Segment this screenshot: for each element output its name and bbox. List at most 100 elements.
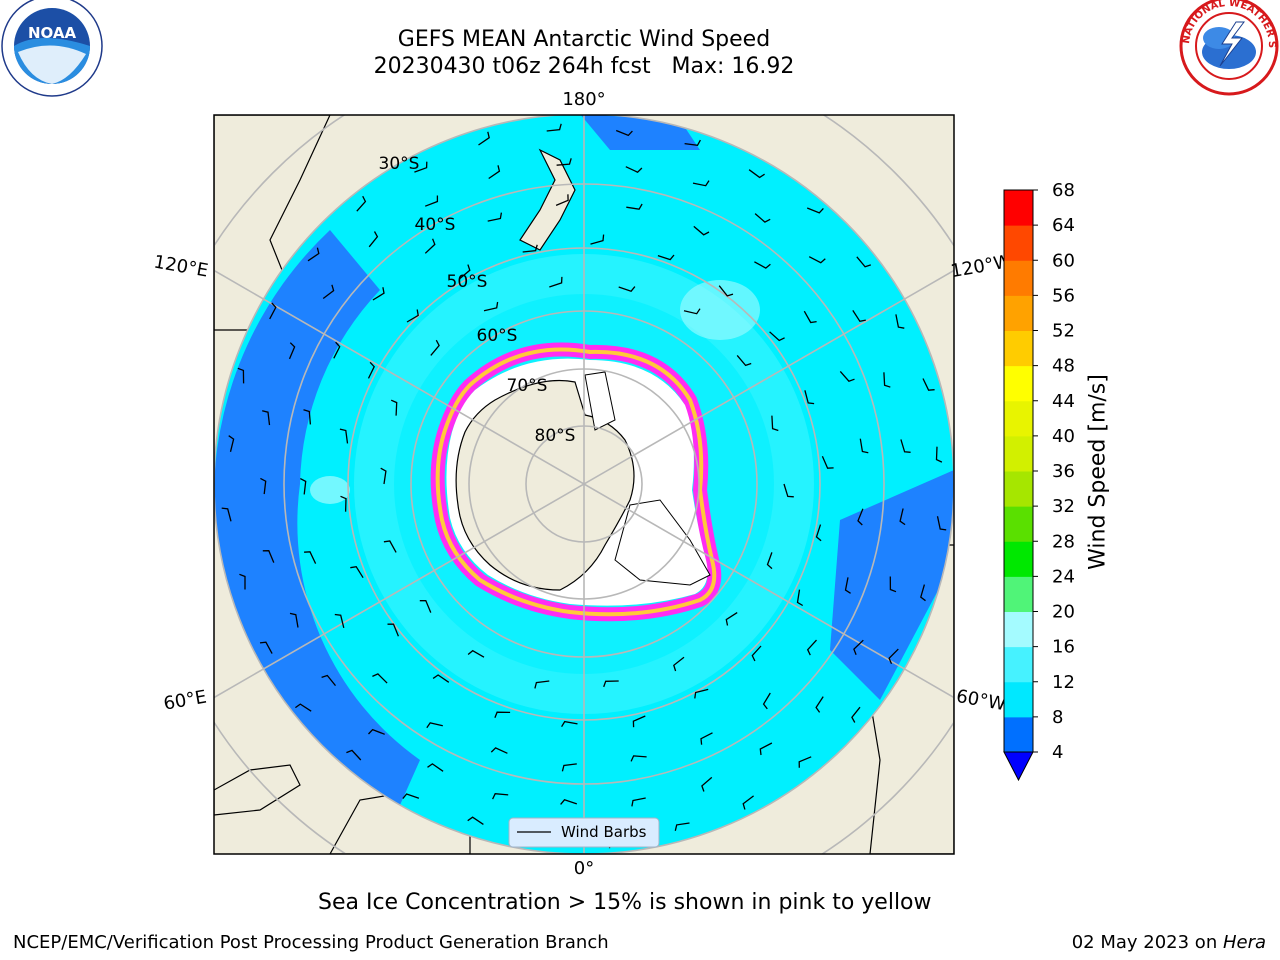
lat-label-80s: 80°S (535, 426, 576, 446)
wind-barb (625, 166, 643, 173)
wind-barb (694, 688, 709, 699)
wind-barb (368, 231, 379, 248)
wind-barb (632, 715, 646, 728)
wind-barb (262, 550, 275, 563)
lat-label-50s: 50°S (447, 272, 488, 292)
wind-barb (356, 195, 367, 212)
colorbar-tick-label: 40 (1052, 426, 1075, 447)
colorbar-tick-label: 48 (1052, 356, 1075, 377)
wind-barb (426, 722, 443, 729)
wind-barb (701, 776, 713, 792)
wind-barb (692, 180, 710, 187)
wind-barb (478, 131, 490, 146)
colorbar-tick-label: 16 (1052, 637, 1075, 658)
lat-label-40s: 40°S (415, 215, 456, 235)
wind-barb (769, 331, 785, 342)
wind-barb (673, 656, 685, 672)
wind-barb (815, 524, 822, 542)
wind-barb (603, 680, 619, 688)
lon-label-120e: 120°E (152, 251, 210, 281)
wind-barb (859, 438, 869, 454)
wind-barb (895, 314, 905, 329)
noaa-logo: NOAA (1, 0, 103, 97)
wind-barb (742, 795, 754, 810)
wind-barb (900, 439, 911, 453)
colorbar-segment (1004, 611, 1033, 648)
wind-barb (390, 399, 398, 416)
map-content (214, 115, 954, 854)
wind-barb (844, 577, 851, 594)
lon-label-bottom: 0° (574, 858, 594, 879)
wind-barb (561, 720, 578, 728)
wind-barb (333, 341, 341, 359)
lon-label-60e: 60°E (162, 686, 208, 714)
wind-barb (615, 129, 633, 137)
wind-barb (340, 495, 347, 512)
weddell-ice-shelf (614, 499, 711, 586)
wind-barb (228, 435, 235, 452)
footer-date-text: 02 May 2023 on (1071, 932, 1223, 953)
wind-barb (492, 793, 509, 800)
wind-barb (321, 674, 337, 687)
colorbar-tick-label: 32 (1052, 496, 1075, 517)
wind-barb (490, 747, 508, 754)
wind-barb (555, 194, 569, 206)
wind-barb (922, 378, 935, 391)
wind-barb (269, 302, 277, 320)
wind-barb (372, 673, 388, 684)
wind-barb (339, 428, 349, 444)
wind-barb (674, 822, 690, 831)
colorbar-segment (1004, 576, 1033, 612)
colorbar-extend-arrow (1003, 751, 1034, 782)
wind-barb (488, 165, 501, 180)
wind-barb (424, 238, 436, 254)
wind-barbs (221, 123, 947, 849)
wind-barb (367, 361, 375, 379)
wind-barb (346, 749, 362, 761)
wind-low-region-2 (214, 484, 420, 850)
wind-barb (307, 247, 320, 262)
wind-barb (334, 613, 345, 629)
wind-barb (427, 763, 444, 772)
wind-barb (467, 816, 484, 825)
wind-barb (483, 301, 499, 312)
wind-barb (889, 576, 897, 593)
sea-ice-note-text: Sea Ice Concentration > 15% is shown in … (318, 890, 932, 915)
colorbar-segment (1004, 471, 1033, 507)
wind-barb (560, 799, 578, 805)
wind-low-region-1 (214, 230, 380, 484)
footer-credit: NCEP/EMC/Verification Post Processing Pr… (13, 932, 609, 953)
wind-barb (796, 589, 804, 607)
wind-barb (406, 309, 419, 323)
wind-barb (936, 516, 947, 531)
footer-date: 02 May 2023 on Hera (1072, 932, 1266, 953)
wind-barb (762, 692, 771, 710)
wind-barb (754, 261, 771, 269)
wind-barb (725, 612, 738, 626)
wind-barb (430, 339, 440, 356)
new-zealand-land (519, 148, 576, 251)
wind-barb (771, 415, 779, 432)
wind-barb (899, 508, 906, 526)
wind-barb (304, 551, 317, 564)
wind-barb (766, 552, 773, 570)
wind-barb (935, 446, 943, 463)
colorbar-segment (1004, 681, 1033, 718)
noaa-logo-text: NOAA (28, 24, 77, 42)
wind-barb (432, 674, 450, 683)
wind-barb (806, 207, 824, 214)
chart-subtitle-run-info: 20230430 t06z 264h fcst Max: 16.92 (373, 54, 795, 79)
wind-barb (684, 139, 701, 147)
wind-barb (693, 225, 710, 236)
wind-barb (262, 410, 271, 426)
wind-barb (295, 703, 312, 712)
wind-barb (798, 756, 812, 768)
lat-label-60s: 60°S (477, 326, 518, 346)
colorbar-segment (1004, 330, 1033, 367)
wind-barb (467, 649, 485, 658)
colorbar-segment (1004, 225, 1033, 261)
colorbar-segment (1004, 295, 1033, 331)
colorbar-tick-label: 12 (1052, 672, 1075, 693)
wind-barb (402, 793, 420, 800)
